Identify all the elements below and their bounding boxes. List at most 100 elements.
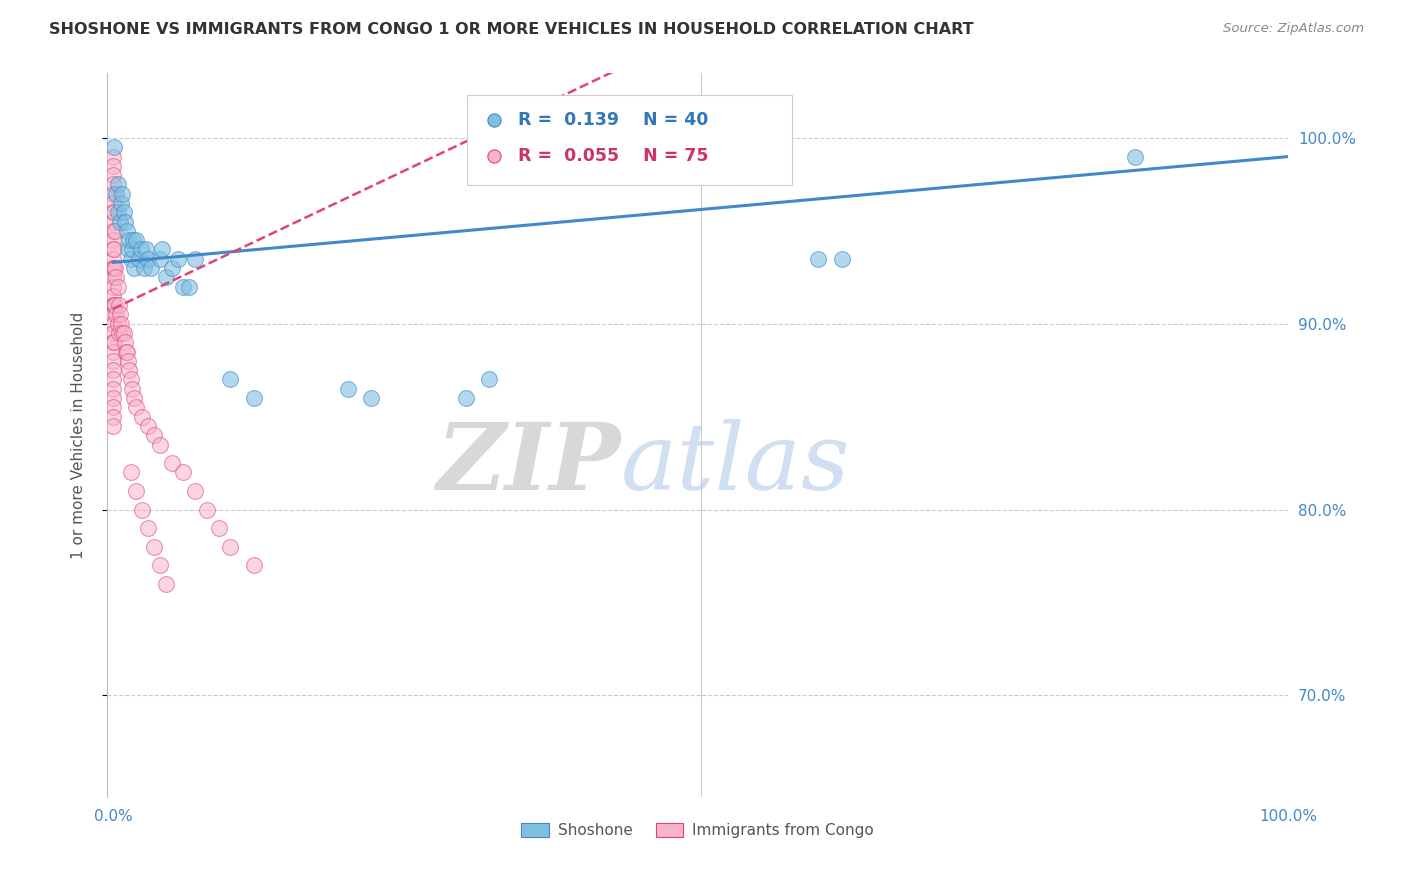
Y-axis label: 1 or more Vehicles in Household: 1 or more Vehicles in Household	[72, 311, 86, 558]
Point	[143, 540, 166, 554]
Point	[103, 243, 125, 257]
Point	[831, 252, 853, 266]
Point	[122, 260, 145, 275]
Point	[101, 224, 124, 238]
Point	[107, 317, 129, 331]
Point	[243, 391, 266, 405]
Point	[101, 205, 124, 219]
Point	[160, 456, 183, 470]
Point	[104, 298, 127, 312]
Point	[117, 243, 139, 257]
Point	[101, 335, 124, 350]
Point	[101, 270, 124, 285]
Point	[101, 354, 124, 368]
Point	[101, 178, 124, 192]
Point	[110, 196, 132, 211]
Point	[120, 252, 142, 266]
Point	[184, 252, 207, 266]
Point	[107, 205, 129, 219]
Point	[219, 540, 242, 554]
Text: ZIP: ZIP	[437, 419, 621, 509]
Legend: Shoshone, Immigrants from Congo: Shoshone, Immigrants from Congo	[515, 817, 880, 844]
Point	[243, 558, 266, 573]
Point	[149, 558, 172, 573]
Point	[112, 326, 135, 340]
Point	[101, 279, 124, 293]
Text: Source: ZipAtlas.com: Source: ZipAtlas.com	[1223, 22, 1364, 36]
Point	[155, 270, 177, 285]
Point	[136, 521, 159, 535]
Point	[101, 186, 124, 201]
Point	[107, 178, 129, 192]
Point	[1125, 150, 1147, 164]
Point	[117, 354, 139, 368]
Point	[172, 279, 194, 293]
Point	[486, 344, 509, 359]
Point	[336, 382, 359, 396]
Point	[108, 326, 131, 340]
Point	[105, 186, 128, 201]
Point	[103, 205, 125, 219]
Point	[108, 298, 131, 312]
Point	[101, 391, 124, 405]
Point	[120, 372, 142, 386]
Point	[104, 224, 127, 238]
Point	[101, 196, 124, 211]
Point	[120, 466, 142, 480]
Point	[101, 372, 124, 386]
Point	[486, 252, 509, 266]
Point	[101, 260, 124, 275]
Point	[219, 372, 242, 386]
Point	[131, 409, 153, 424]
Point	[135, 243, 157, 257]
Point	[112, 205, 135, 219]
Point	[110, 317, 132, 331]
Point	[139, 260, 162, 275]
Point	[129, 243, 152, 257]
Point	[101, 308, 124, 322]
Point	[108, 308, 131, 322]
Point	[114, 214, 136, 228]
Point	[105, 270, 128, 285]
Text: SHOSHONE VS IMMIGRANTS FROM CONGO 1 OR MORE VEHICLES IN HOUSEHOLD CORRELATION CH: SHOSHONE VS IMMIGRANTS FROM CONGO 1 OR M…	[49, 22, 974, 37]
Point	[101, 159, 124, 173]
Point	[149, 437, 172, 451]
Point	[101, 298, 124, 312]
Point	[103, 140, 125, 154]
Point	[101, 326, 124, 340]
Point	[208, 521, 231, 535]
Point	[136, 252, 159, 266]
Point	[103, 260, 125, 275]
Point	[195, 502, 218, 516]
Point	[107, 279, 129, 293]
Point	[101, 317, 124, 331]
Point	[122, 233, 145, 247]
Point	[101, 289, 124, 303]
Point	[101, 382, 124, 396]
Point	[105, 308, 128, 322]
Point	[122, 391, 145, 405]
Point	[118, 233, 141, 247]
Point	[101, 344, 124, 359]
Point	[101, 233, 124, 247]
Point	[132, 260, 155, 275]
Point	[360, 391, 382, 405]
Point	[101, 409, 124, 424]
Point	[125, 233, 148, 247]
Point	[125, 401, 148, 415]
Point	[121, 243, 143, 257]
Point	[111, 326, 134, 340]
Point	[101, 252, 124, 266]
Point	[111, 186, 134, 201]
Point	[125, 483, 148, 498]
Point	[115, 344, 138, 359]
Point	[155, 577, 177, 591]
Point	[103, 335, 125, 350]
Point	[136, 418, 159, 433]
Point	[478, 372, 501, 386]
Point	[807, 252, 830, 266]
Point	[172, 466, 194, 480]
Point	[101, 168, 124, 182]
Point	[101, 214, 124, 228]
Point	[143, 428, 166, 442]
